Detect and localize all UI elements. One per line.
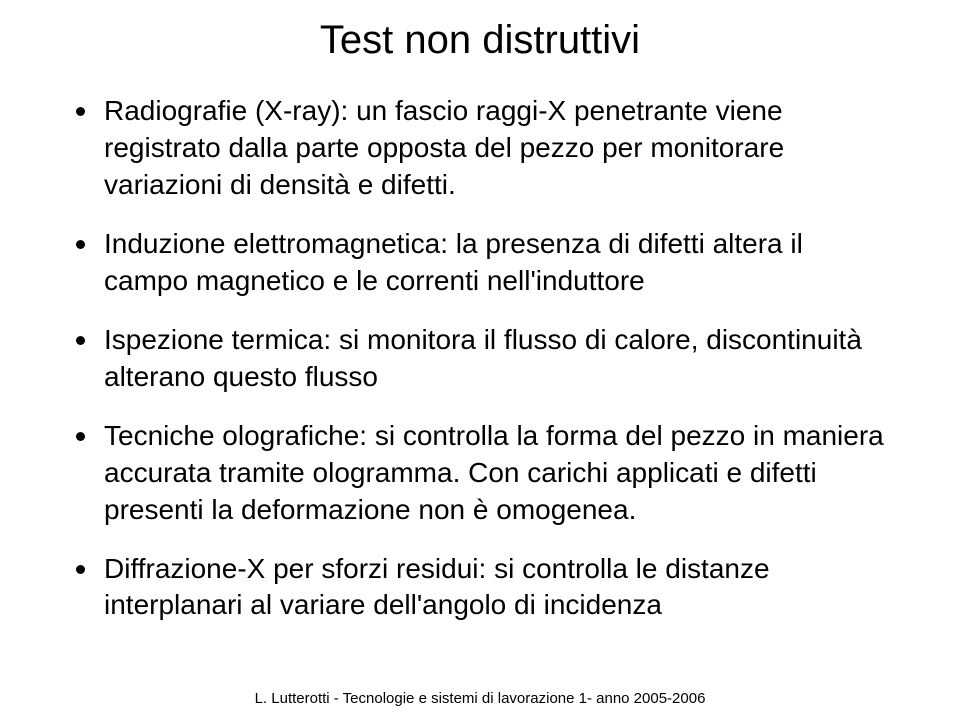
slide-footer: L. Lutterotti - Tecnologie e sistemi di … xyxy=(0,690,960,707)
bullet-item: Radiografie (X-ray): un fascio raggi-X p… xyxy=(70,93,890,204)
bullet-item: Induzione elettromagnetica: la presenza … xyxy=(70,226,890,300)
bullet-list: Radiografie (X-ray): un fascio raggi-X p… xyxy=(70,93,890,624)
bullet-item: Diffrazione-X per sforzi residui: si con… xyxy=(70,551,890,625)
bullet-item: Tecniche olografiche: si controlla la fo… xyxy=(70,418,890,529)
bullet-item: Ispezione termica: si monitora il flusso… xyxy=(70,322,890,396)
slide: Test non distruttivi Radiografie (X-ray)… xyxy=(0,0,960,721)
slide-title: Test non distruttivi xyxy=(70,18,890,63)
